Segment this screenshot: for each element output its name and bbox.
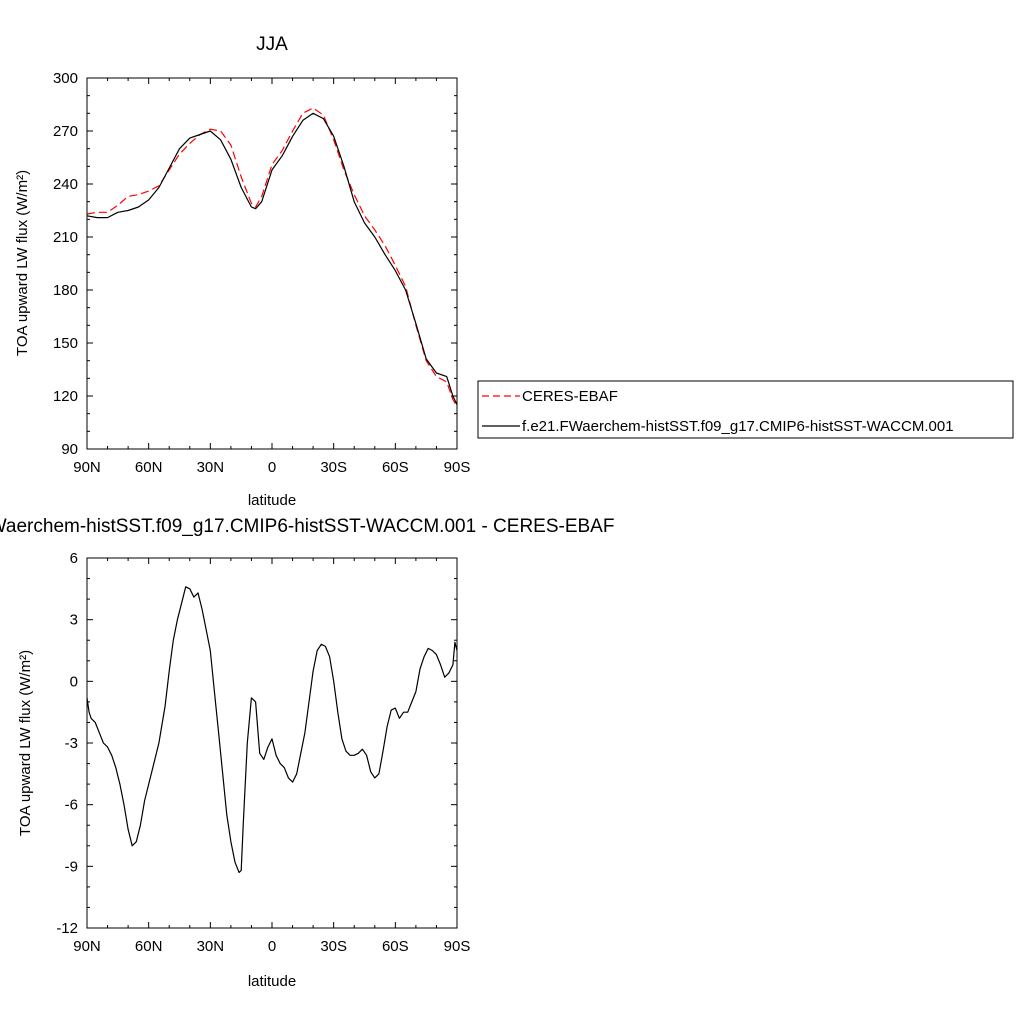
top-series-line-0 xyxy=(86,107,458,407)
bottom-axis-ticks: 90N 60N 30N 0 30S 60S 90S -12 -9 -6 -3 0 3 6 xyxy=(56,550,470,955)
top-x-tick-label: 60S xyxy=(382,459,409,476)
top-axis-ticks: 90N 60N 30N 0 30S 60S 90S 90 120 150 180 210 240 270 3… xyxy=(53,70,470,476)
bottom-x-tick-label: 90S xyxy=(444,938,471,955)
top-x-tick-label: 0 xyxy=(268,459,276,476)
bottom-x-tick-label: 60N xyxy=(135,938,163,955)
top-y-tick-label: 150 xyxy=(53,335,78,352)
bottom-x-tick-label: 0 xyxy=(268,938,276,955)
top-x-tick-label: 30N xyxy=(197,459,225,476)
bottom-panel: f.e21.FWaerchem-histSST.f09_g17.CMIP6-hi… xyxy=(0,516,614,990)
bottom-y-axis-label: TOA upward LW flux (W/m²) xyxy=(17,650,34,836)
bottom-series-lines xyxy=(86,586,458,874)
top-y-tick-label: 90 xyxy=(61,441,78,458)
top-panel: JJA latitude TOA upward LW flux (W/m²) 9… xyxy=(14,34,470,509)
top-y-tick-label: 240 xyxy=(53,176,78,193)
top-y-tick-label: 120 xyxy=(53,388,78,405)
legend: CERES-EBAF f.e21.FWaerchem-histSST.f09_g… xyxy=(477,380,1014,439)
top-x-tick-label: 60N xyxy=(135,459,163,476)
bottom-y-tick-label: -3 xyxy=(65,735,78,752)
top-y-tick-label: 210 xyxy=(53,229,78,246)
top-series-lines xyxy=(86,107,458,407)
top-series-line-1 xyxy=(86,112,458,406)
legend-box xyxy=(477,380,1014,439)
top-y-tick-label: 180 xyxy=(53,282,78,299)
bottom-plot-frame xyxy=(86,557,458,929)
bottom-y-tick-label: 6 xyxy=(70,550,78,567)
top-y-tick-label: 300 xyxy=(53,70,78,87)
top-plot-frame xyxy=(86,77,458,450)
bottom-x-tick-label: 90N xyxy=(73,938,101,955)
bottom-x-tick-label: 30S xyxy=(320,938,347,955)
top-y-axis-label: TOA upward LW flux (W/m²) xyxy=(14,170,31,356)
top-x-axis-label: latitude xyxy=(248,492,296,509)
top-x-tick-label: 30S xyxy=(320,459,347,476)
top-chart-title: JJA xyxy=(256,34,288,55)
legend-entry-model: f.e21.FWaerchem-histSST.f09_g17.CMIP6-hi… xyxy=(522,418,954,435)
bottom-y-tick-label: -9 xyxy=(65,858,78,875)
bottom-y-tick-label: -12 xyxy=(56,920,78,937)
bottom-y-tick-label: 3 xyxy=(70,612,78,629)
bottom-chart-title: f.e21.FWaerchem-histSST.f09_g17.CMIP6-hi… xyxy=(0,516,614,537)
legend-entry-ceres: CERES-EBAF xyxy=(522,388,618,405)
bottom-x-tick-label: 30N xyxy=(197,938,225,955)
bottom-x-axis-label: latitude xyxy=(248,973,296,990)
bottom-series-line-0 xyxy=(86,586,458,874)
top-x-tick-label: 90S xyxy=(444,459,471,476)
top-y-tick-label: 270 xyxy=(53,123,78,140)
bottom-y-tick-label: -6 xyxy=(65,797,78,814)
bottom-y-tick-label: 0 xyxy=(70,673,78,690)
bottom-x-tick-label: 60S xyxy=(382,938,409,955)
top-x-tick-label: 90N xyxy=(73,459,101,476)
